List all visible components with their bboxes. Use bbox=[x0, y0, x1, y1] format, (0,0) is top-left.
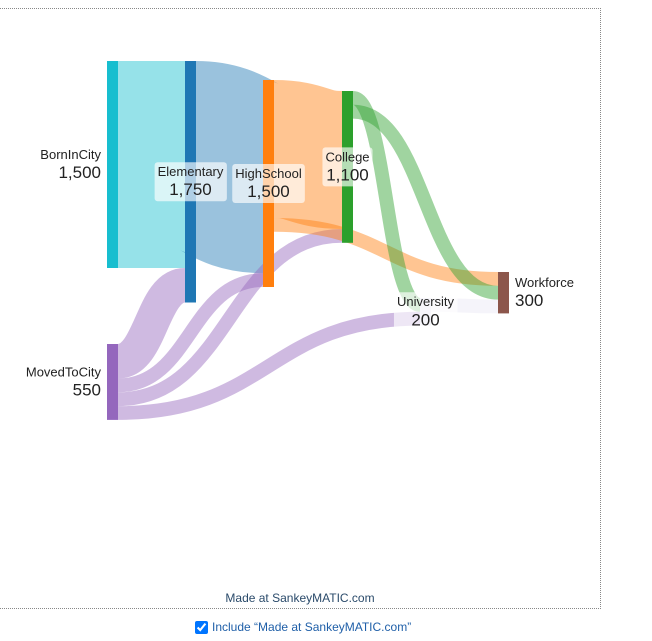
flow bbox=[117, 273, 264, 393]
node-value: 300 bbox=[515, 291, 543, 310]
node-name: Workforce bbox=[515, 275, 574, 290]
node-value: 1,500 bbox=[247, 182, 290, 201]
node bbox=[107, 61, 118, 268]
links bbox=[114, 61, 499, 420]
node-name: HighSchool bbox=[235, 166, 302, 181]
label-background bbox=[393, 292, 458, 332]
node-value: 200 bbox=[411, 310, 439, 329]
credit: Made at SankeyMATIC.com bbox=[225, 591, 374, 605]
checkbox-label: Include “Made at SankeyMATIC.com” bbox=[212, 620, 412, 634]
node-name: College bbox=[325, 149, 369, 164]
node bbox=[498, 272, 509, 314]
node-name: University bbox=[397, 294, 455, 309]
node-value: 550 bbox=[73, 380, 101, 399]
node-value: 1,100 bbox=[326, 165, 369, 184]
node bbox=[107, 344, 118, 420]
node-value: 1,750 bbox=[169, 180, 212, 199]
flow bbox=[114, 268, 189, 379]
credit-option[interactable]: Include “Made at SankeyMATIC.com” bbox=[195, 620, 411, 634]
credit-checkbox[interactable] bbox=[195, 620, 208, 634]
node-name: BornInCity bbox=[40, 147, 101, 162]
flow bbox=[273, 218, 499, 286]
flow bbox=[352, 104, 499, 300]
node-name: Elementary bbox=[158, 164, 224, 179]
label-background bbox=[232, 163, 305, 203]
label-background bbox=[154, 162, 227, 202]
frame bbox=[0, 8, 601, 609]
node-name: MovedToCity bbox=[26, 364, 102, 379]
node-value: 1,500 bbox=[58, 163, 101, 182]
label-background bbox=[322, 147, 373, 187]
flow bbox=[117, 311, 421, 420]
flow bbox=[117, 229, 343, 407]
chart: Made at SankeyMATIC.com BornInCity1,500M… bbox=[26, 61, 574, 605]
